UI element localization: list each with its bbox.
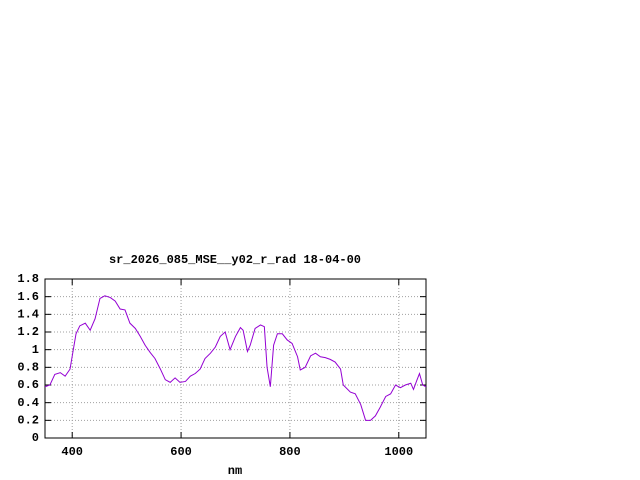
y-tick-label: 0.8 (17, 361, 39, 375)
y-tick-label: 0.2 (17, 414, 39, 428)
x-tick-label: 400 (61, 445, 83, 459)
y-tick-label: 0.6 (17, 378, 39, 392)
y-tick-label: 1.6 (17, 290, 39, 304)
y-tick-label: 0 (32, 431, 39, 445)
x-axis-label: nm (228, 464, 242, 478)
y-tick-label: 1.2 (17, 325, 39, 339)
plot-frame (44, 278, 427, 439)
y-tick-label: 1 (32, 343, 39, 357)
x-tick-label: 600 (170, 445, 192, 459)
y-tick-label: 1.8 (17, 272, 39, 286)
chart-title: sr_2026_085_MSE__y02_r_rad 18-04-00 (109, 253, 361, 267)
data-line (44, 295, 427, 421)
y-tick-label: 1.4 (17, 308, 39, 322)
x-tick-label: 1000 (384, 445, 413, 459)
y-tick-label: 0.4 (17, 396, 39, 410)
x-tick-label: 800 (279, 445, 301, 459)
